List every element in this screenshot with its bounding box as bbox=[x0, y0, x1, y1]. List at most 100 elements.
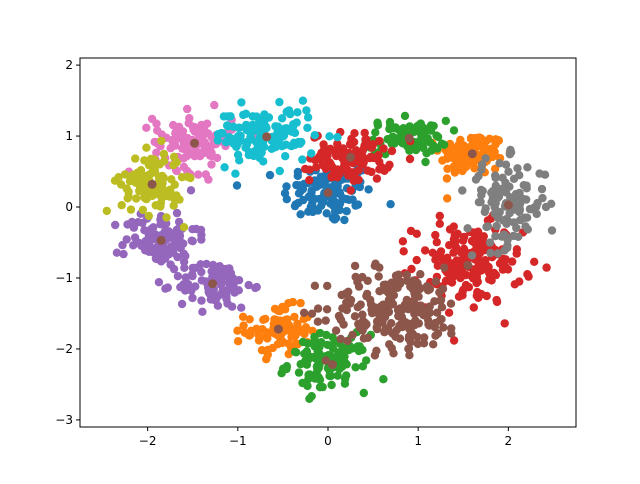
scatter-point bbox=[435, 219, 444, 228]
scatter-point bbox=[299, 315, 308, 324]
scatter-point bbox=[491, 270, 501, 280]
scatter-point bbox=[219, 112, 229, 121]
scatter-point bbox=[179, 249, 189, 258]
scatter-point bbox=[432, 131, 441, 140]
scatter-point bbox=[239, 110, 248, 120]
scatter-point bbox=[381, 324, 390, 333]
scatter-point bbox=[305, 394, 314, 403]
scatter-point bbox=[523, 163, 532, 172]
scatter-point bbox=[177, 299, 187, 309]
scatter-point bbox=[474, 259, 483, 268]
scatter-point bbox=[277, 114, 287, 123]
x-tick-label: 2 bbox=[505, 434, 513, 448]
scatter-point bbox=[142, 123, 151, 132]
scatter-point bbox=[397, 320, 406, 329]
scatter-point bbox=[482, 222, 491, 232]
scatter-point bbox=[282, 182, 291, 191]
scatter-point bbox=[141, 246, 150, 255]
scatter-point bbox=[330, 215, 339, 224]
scatter-point bbox=[168, 136, 177, 146]
scatter-point bbox=[180, 263, 189, 272]
scatter-point bbox=[275, 166, 284, 176]
scatter-point bbox=[156, 202, 165, 211]
scatter-point bbox=[173, 272, 183, 281]
scatter-point bbox=[460, 232, 469, 242]
scatter-point bbox=[174, 122, 184, 131]
scatter-point bbox=[537, 184, 547, 194]
scatter-point bbox=[342, 290, 352, 300]
scatter-point bbox=[310, 131, 319, 140]
scatter-point bbox=[356, 300, 365, 309]
scatter-point bbox=[484, 262, 493, 272]
scatter-point bbox=[244, 330, 254, 340]
scatter-point bbox=[338, 193, 347, 203]
scatter-point bbox=[177, 173, 187, 182]
cluster-centroid bbox=[190, 138, 199, 148]
scatter-point bbox=[355, 182, 364, 192]
scatter-point bbox=[303, 339, 312, 348]
scatter-point bbox=[350, 312, 360, 321]
scatter-point bbox=[233, 337, 243, 346]
scatter-point bbox=[416, 270, 425, 279]
scatter-point bbox=[495, 187, 504, 196]
cluster-centroid bbox=[328, 360, 337, 370]
scatter-point bbox=[322, 305, 332, 314]
scatter-point bbox=[512, 223, 521, 233]
scatter-point bbox=[213, 136, 222, 145]
scatter-point bbox=[541, 202, 551, 212]
points-layer bbox=[102, 96, 557, 403]
scatter-point bbox=[137, 179, 146, 188]
scatter-point bbox=[438, 156, 447, 165]
scatter-point bbox=[513, 190, 523, 199]
scatter-point bbox=[321, 316, 330, 325]
scatter-point bbox=[149, 234, 158, 244]
scatter-point bbox=[542, 263, 551, 272]
scatter-point bbox=[523, 225, 532, 234]
scatter-point bbox=[468, 141, 477, 150]
scatter-point bbox=[385, 160, 394, 169]
scatter-point bbox=[313, 317, 323, 326]
scatter-point bbox=[330, 207, 340, 216]
scatter-point bbox=[374, 272, 383, 281]
scatter-point bbox=[298, 96, 308, 105]
scatter-point bbox=[362, 356, 371, 365]
scatter-point bbox=[509, 174, 519, 183]
scatter-point bbox=[293, 167, 303, 177]
scatter-point bbox=[207, 160, 216, 169]
scatter-point bbox=[451, 243, 461, 252]
scatter-point bbox=[368, 140, 378, 149]
scatter-point bbox=[367, 167, 376, 177]
scatter-point bbox=[458, 186, 467, 195]
scatter-point bbox=[350, 261, 360, 271]
scatter-point bbox=[501, 160, 511, 169]
scatter-point bbox=[343, 336, 352, 346]
scatter-point bbox=[342, 207, 351, 216]
scatter-point bbox=[283, 315, 292, 324]
scatter-point bbox=[463, 224, 472, 233]
scatter-point bbox=[277, 142, 287, 151]
scatter-point bbox=[491, 140, 500, 149]
scatter-point bbox=[469, 303, 478, 312]
y-tick-label: −3 bbox=[55, 413, 73, 427]
scatter-point bbox=[371, 128, 380, 137]
scatter-point bbox=[372, 346, 381, 355]
scatter-point bbox=[440, 263, 449, 272]
scatter-point bbox=[325, 132, 334, 141]
scatter-point bbox=[177, 240, 187, 249]
scatter-point bbox=[255, 133, 264, 142]
cluster-centroid bbox=[147, 179, 157, 189]
scatter-point bbox=[306, 202, 315, 212]
scatter-point bbox=[481, 256, 490, 265]
scatter-point bbox=[491, 232, 500, 241]
scatter-point bbox=[389, 349, 398, 358]
scatter-point bbox=[231, 169, 240, 178]
x-tick-label: −1 bbox=[229, 434, 247, 448]
scatter-point bbox=[527, 205, 536, 214]
scatter-point bbox=[457, 267, 467, 276]
y-tick-label: 0 bbox=[65, 200, 73, 214]
scatter-point bbox=[405, 351, 414, 360]
scatter-point bbox=[194, 170, 203, 179]
scatter-point bbox=[173, 252, 182, 262]
